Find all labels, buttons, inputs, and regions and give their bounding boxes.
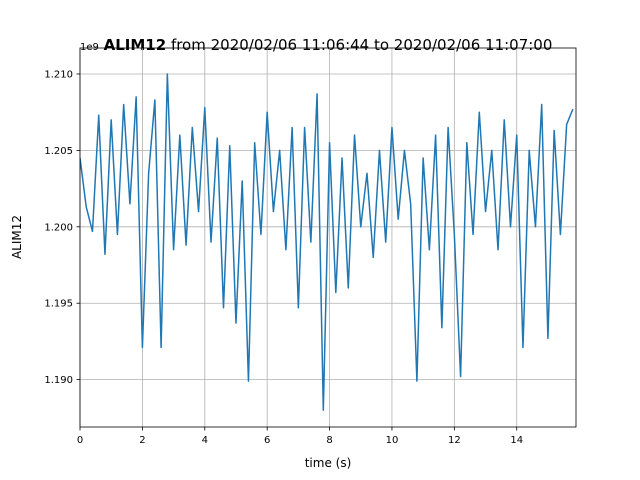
- x-tick-label: 12: [448, 435, 461, 446]
- y-axis-label: ALIM12: [10, 215, 24, 259]
- chart-title: ALIM12 from 2020/02/06 11:06:44 to 2020/…: [104, 36, 553, 54]
- y-tick-label: 1.190: [44, 375, 73, 386]
- x-tick-label: 10: [386, 435, 399, 446]
- y-tick-label: 1.200: [44, 222, 73, 233]
- x-tick-label: 6: [264, 435, 270, 446]
- y-offset: 1e9: [80, 42, 99, 53]
- y-tick-label: 1.210: [44, 69, 73, 80]
- x-axis-label: time (s): [305, 456, 352, 470]
- x-tick-label: 8: [326, 435, 332, 446]
- title-name: ALIM12: [104, 36, 167, 54]
- title-range: from 2020/02/06 11:06:44 to 2020/02/06 1…: [171, 36, 552, 54]
- x-tick-label: 0: [77, 435, 83, 446]
- plot-frame: [79, 47, 577, 428]
- data-line: [80, 73, 574, 411]
- x-tick-label: 4: [202, 435, 208, 446]
- y-tick-label: 1.205: [44, 146, 73, 157]
- x-tick-label: 2: [139, 435, 145, 446]
- x-tick-label: 14: [510, 435, 523, 446]
- y-tick-label: 1.195: [44, 299, 73, 310]
